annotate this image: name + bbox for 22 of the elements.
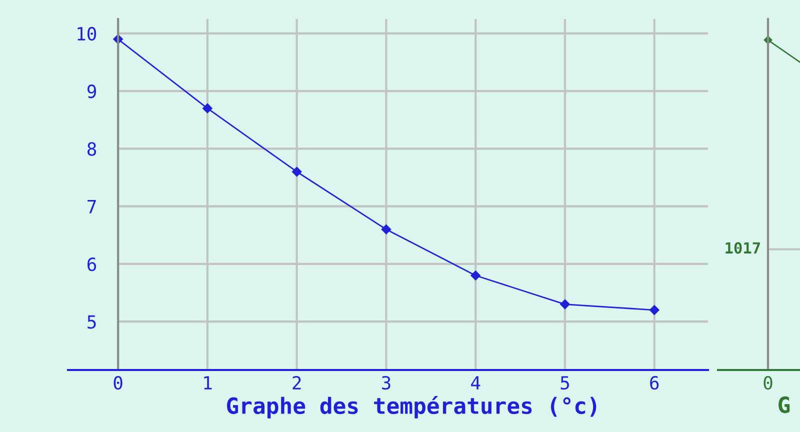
point xyxy=(292,166,302,177)
y-tick-label: 6 xyxy=(88,257,96,272)
y-tick-label: 8 xyxy=(88,142,96,156)
point xyxy=(560,299,570,310)
point xyxy=(649,305,660,315)
y-tick-label: 7 xyxy=(88,200,96,214)
x-tick-label: 6 xyxy=(650,376,659,390)
point xyxy=(470,270,481,280)
text: G xyxy=(778,396,790,414)
x-axis-title: Graphe des températures (°c) xyxy=(227,396,596,418)
y-tick-label: 5 xyxy=(88,315,96,329)
x-tick-label: 1 xyxy=(204,376,212,390)
x-tick-label: 3 xyxy=(382,376,390,390)
point xyxy=(381,224,392,234)
x-tick-label: 5 xyxy=(560,376,569,390)
point xyxy=(202,103,212,114)
x-tick-label: 4 xyxy=(471,376,480,390)
y-tick-label: 10 xyxy=(78,26,96,41)
text: 1017 xyxy=(726,242,760,254)
y-tick-label: 9 xyxy=(87,84,96,98)
x-tick-label: 0 xyxy=(114,376,122,390)
x-tick-label: 2 xyxy=(292,376,301,390)
